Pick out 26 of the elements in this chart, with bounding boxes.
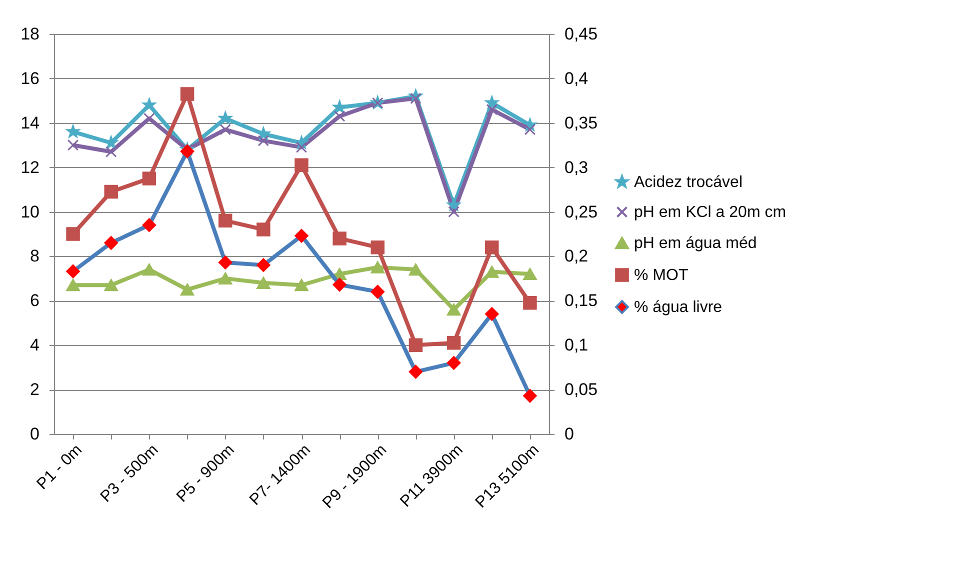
y2-tick-label: 0,45: [564, 24, 598, 44]
legend-label: % água livre: [634, 299, 722, 316]
y2-tick-label: 0,05: [564, 380, 598, 400]
y-tick-label: 18: [20, 24, 40, 44]
y2-tick-label: 0,25: [564, 202, 598, 222]
legend-label: % MOT: [634, 267, 688, 284]
legend-label: Acidez trocável: [634, 174, 742, 191]
y-tick-label: 0: [30, 424, 40, 444]
y2-tick-label: 0,2: [564, 246, 588, 266]
legend-label: pH em água méd: [634, 235, 757, 252]
y-tick-label: 4: [30, 336, 40, 355]
y-tick-label: 10: [20, 202, 40, 222]
y2-tick-label: 0,3: [564, 158, 588, 177]
y-tick-label: 16: [20, 68, 40, 88]
y2-tick-label: 0,35: [564, 113, 598, 132]
y-tick-label: 12: [20, 158, 40, 177]
y2-tick-label: 0,15: [564, 291, 598, 310]
y-tick-label: 2: [30, 380, 40, 400]
y-tick-label: 6: [30, 291, 40, 310]
x-tick-label: P1 - 0m: [34, 442, 86, 494]
y2-tick-label: 0,1: [564, 336, 588, 355]
y2-tick-label: 0,4: [564, 68, 588, 88]
y-tick-label: 14: [20, 113, 40, 132]
y2-tick-label: 0: [564, 424, 574, 444]
y-tick-label: 8: [30, 246, 40, 266]
legend-label: pH em KCl a 20m cm: [634, 204, 786, 221]
